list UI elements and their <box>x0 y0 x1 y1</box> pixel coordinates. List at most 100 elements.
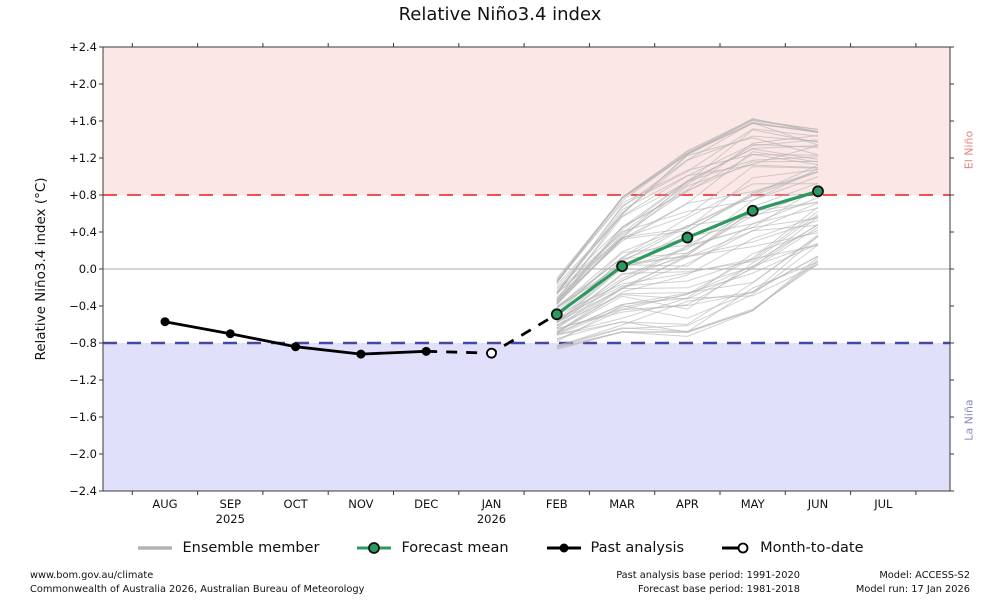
chart-title: Relative Niño3.4 index <box>398 4 602 25</box>
x-month-label: MAY <box>740 497 765 511</box>
footer-model-info: Model: ACCESS-S2 Model run: 17 Jan 2026 <box>856 569 970 597</box>
x-month-label: JUL <box>874 497 893 511</box>
footer-copyright: Commonwealth of Australia 2026, Australi… <box>30 584 365 595</box>
y-tick-label: −1.6 <box>69 410 97 424</box>
footer-past-base-period: Past analysis base period: 1991-2020 <box>616 570 800 581</box>
ensemble-line <box>556 201 819 307</box>
ensemble-line <box>556 215 819 334</box>
x-month-label: JUN <box>807 497 829 511</box>
x-month-label: DEC <box>414 497 439 511</box>
footer-model-run: Model run: 17 Jan 2026 <box>855 584 970 595</box>
ensemble-line <box>556 202 819 327</box>
forecast-mean-point <box>616 260 628 273</box>
past-analysis-point <box>356 349 366 359</box>
ensemble-line <box>556 261 819 348</box>
y-tick-label: +2.4 <box>69 40 97 54</box>
el-nino-band <box>103 47 950 195</box>
ensemble-line <box>556 176 819 293</box>
ensemble-line <box>556 187 819 324</box>
ensemble-line <box>556 182 819 323</box>
ensemble-line <box>556 201 819 315</box>
month-to-date-point <box>486 347 497 359</box>
ensemble-line <box>556 139 819 295</box>
la-nina-band <box>103 343 950 491</box>
ensemble-line <box>556 224 819 333</box>
x-month-label: OCT <box>283 497 308 511</box>
legend-label-ensemble-member: Ensemble member <box>182 540 320 556</box>
legend-item-month-to-date: Month-to-date <box>720 540 864 556</box>
x-month-label: APR <box>675 497 699 511</box>
legend-item-forecast-mean: Forecast mean <box>355 540 509 556</box>
forecast-mean-point <box>746 204 759 217</box>
ensemble-line <box>556 166 819 305</box>
footer-model: Model: ACCESS-S2 <box>879 570 970 581</box>
forecast-mean-point <box>681 231 694 244</box>
x-month-label: JAN <box>481 497 502 511</box>
footer-forecast-base-period: Forecast base period: 1981-2018 <box>637 584 800 595</box>
x-month-label: NOV <box>348 497 374 511</box>
ensemble-line <box>556 217 819 322</box>
legend: Ensemble member Forecast mean Past analy… <box>0 534 1000 562</box>
ensemble-line <box>556 255 819 347</box>
past-analysis-point <box>421 346 431 356</box>
footer-base-periods: Past analysis base period: 1991-2020 For… <box>616 569 800 597</box>
ensemble-line <box>556 244 819 316</box>
ensemble-line <box>556 121 819 281</box>
x-month-label: MAR <box>609 497 635 511</box>
ensemble-line <box>556 148 819 290</box>
ensemble-line <box>556 193 819 316</box>
y-tick-label: −0.4 <box>69 299 97 313</box>
legend-item-ensemble-member: Ensemble member <box>136 540 319 556</box>
ensemble-line <box>556 160 819 302</box>
legend-item-past-analysis: Past analysis <box>545 540 685 556</box>
ensemble-line <box>556 145 819 298</box>
past-analysis-point <box>225 329 235 339</box>
footer-url: www.bom.gov.au/climate <box>30 570 154 581</box>
legend-label-forecast-mean: Forecast mean <box>401 540 509 556</box>
ensemble-line <box>556 168 819 305</box>
ensemble-line <box>556 171 819 324</box>
y-tick-label: +2.0 <box>69 77 97 91</box>
ensemble-line <box>556 235 819 341</box>
legend-swatch-past-analysis <box>546 543 581 553</box>
legend-label-month-to-date: Month-to-date <box>760 540 864 556</box>
ensemble-line <box>556 206 819 330</box>
el-nino-label: El Niño <box>962 130 976 170</box>
ensemble-line <box>556 244 819 348</box>
ensemble-line <box>556 223 819 329</box>
y-tick-label: −0.8 <box>69 336 97 350</box>
ensemble-line <box>556 219 819 309</box>
la-nina-label: La Niña <box>962 399 976 441</box>
y-tick-label: +1.6 <box>69 114 97 128</box>
ensemble-line <box>556 243 819 335</box>
legend-swatch-month-to-date <box>722 542 749 554</box>
past-analysis-point <box>160 317 170 327</box>
ensemble-line <box>556 123 819 284</box>
ensemble-line <box>556 210 819 320</box>
ensemble-line <box>556 224 819 333</box>
y-tick-label: +1.2 <box>69 151 97 165</box>
x-month-label: SEP <box>219 497 242 511</box>
y-tick-label: −2.0 <box>69 447 97 461</box>
x-year-label: 2025 <box>215 512 245 526</box>
legend-label-past-analysis: Past analysis <box>590 540 685 556</box>
legend-swatch-ensemble-line <box>138 546 173 550</box>
ensemble-line <box>556 207 819 318</box>
past-analysis-point <box>291 342 301 352</box>
forecast-mean-point <box>812 185 824 198</box>
x-year-label: 2026 <box>476 512 507 526</box>
ensemble-line <box>556 156 819 294</box>
y-tick-label: +0.8 <box>69 188 97 202</box>
forecast-mean-point <box>550 308 563 321</box>
x-month-label: AUG <box>152 497 178 511</box>
legend-swatch-forecast-mean <box>357 542 392 554</box>
y-tick-label: +0.4 <box>69 225 97 239</box>
footer-attribution: www.bom.gov.au/climate Commonwealth of A… <box>30 569 364 597</box>
y-tick-label: 0.0 <box>78 262 97 276</box>
y-tick-label: −1.2 <box>69 373 97 387</box>
x-month-label: FEB <box>545 497 568 511</box>
y-tick-label: −2.4 <box>69 484 97 498</box>
ensemble-line <box>556 213 819 327</box>
